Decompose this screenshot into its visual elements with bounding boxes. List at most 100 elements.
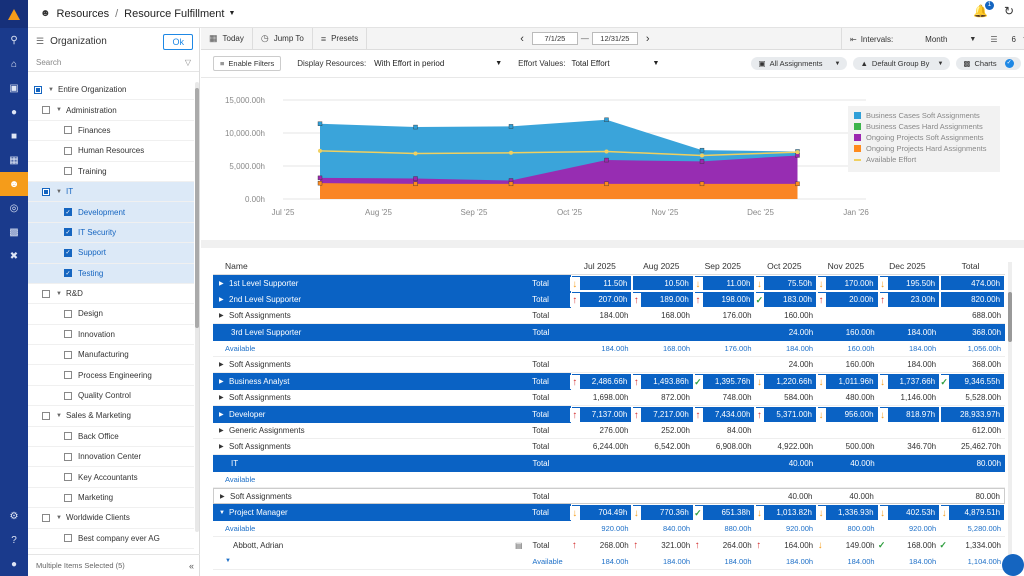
- cell-value[interactable]: [694, 472, 756, 487]
- cell-value[interactable]: 920.00h: [879, 521, 941, 536]
- cell-value[interactable]: ↑ 189.00h: [631, 291, 694, 308]
- cell-value[interactable]: [817, 423, 879, 438]
- table-row[interactable]: Abbott, Adrian ▤ Total ↑ 268.00h ↑ 321.00h ↑ 264…: [213, 537, 1005, 554]
- breadcrumb-current[interactable]: Resource Fulfillment: [124, 7, 225, 20]
- levels-select[interactable]: 6: [1011, 34, 1016, 44]
- cell-value[interactable]: ↓ 1,013.82h: [754, 504, 817, 521]
- cell-value[interactable]: [879, 455, 941, 471]
- tools-icon[interactable]: ✖: [9, 250, 19, 262]
- org-node[interactable]: ✓ Development: [28, 202, 194, 223]
- cell-value[interactable]: 346.70h: [879, 439, 941, 454]
- org-node[interactable]: Back Office: [28, 427, 194, 448]
- org-node-checkbox[interactable]: [64, 391, 72, 400]
- cell-value[interactable]: 10.50h: [632, 275, 694, 292]
- chevron-down-icon[interactable]: ▼: [969, 35, 977, 43]
- cell-value[interactable]: 584.00h: [756, 390, 818, 405]
- cell-value[interactable]: [571, 489, 632, 503]
- cell-value[interactable]: [879, 472, 941, 487]
- table-row[interactable]: ▶ Generic Assignments Total 276.00h 252.00h 8…: [213, 423, 1005, 439]
- cell-value[interactable]: ↓ 956.00h: [815, 406, 879, 423]
- folders-icon[interactable]: ▦: [9, 154, 19, 166]
- cell-value[interactable]: [756, 472, 818, 487]
- cell-value[interactable]: 160.00h: [817, 357, 879, 372]
- cell-value[interactable]: 368.00h: [940, 324, 1005, 340]
- org-node-checkbox[interactable]: [42, 289, 50, 298]
- org-node[interactable]: ▼ Entire Organization: [28, 80, 194, 101]
- org-node-checkbox[interactable]: [64, 146, 72, 155]
- org-node-checkbox[interactable]: [64, 371, 72, 380]
- cell-value[interactable]: 612.00h: [940, 423, 1005, 438]
- cell-value[interactable]: 84.00h: [694, 423, 756, 438]
- hierarchy-icon[interactable]: ☰: [990, 34, 998, 44]
- cell-value[interactable]: 184.00h: [571, 341, 633, 356]
- cell-value[interactable]: 40.00h: [817, 489, 878, 503]
- legend-item[interactable]: Ongoing Projects Soft Assignments: [854, 132, 994, 143]
- column-header[interactable]: Name: [225, 260, 248, 271]
- cell-value[interactable]: [571, 472, 633, 487]
- legend-item[interactable]: Business Cases Soft Assignments: [854, 110, 994, 121]
- cell-value[interactable]: ↓ 402.53h: [877, 504, 941, 521]
- cell-value[interactable]: ↓ 770.36h: [631, 504, 694, 521]
- refresh-icon[interactable]: ↻: [1003, 4, 1014, 18]
- expand-caret-icon[interactable]: ▼: [56, 188, 62, 195]
- expand-caret-icon[interactable]: ▼: [219, 509, 225, 516]
- chevron-down-icon[interactable]: ▼: [1022, 36, 1024, 43]
- cell-value[interactable]: 1,698.00h: [571, 390, 633, 405]
- cell-value[interactable]: 6,244.00h: [571, 439, 633, 454]
- org-node[interactable]: ▼ Sales & Marketing: [28, 406, 194, 427]
- cell-value[interactable]: 184.00h: [879, 341, 941, 356]
- cell-value[interactable]: ✓ 651.38h: [692, 504, 756, 521]
- org-node[interactable]: Marketing: [28, 488, 194, 509]
- org-node[interactable]: Process Engineering: [28, 365, 194, 386]
- column-header[interactable]: Total: [961, 260, 980, 271]
- org-node[interactable]: Human Resources: [28, 141, 194, 162]
- cell-value[interactable]: ↓ 170.00h: [815, 275, 879, 292]
- table-row[interactable]: ▶ Developer Total ↑ 7,137.00h ↑ 7,217.00h ↑ 7,43…: [213, 406, 1005, 423]
- chevron-down-icon[interactable]: ▼: [228, 10, 236, 17]
- org-node-checkbox[interactable]: [64, 330, 72, 339]
- cell-value[interactable]: [633, 472, 695, 487]
- expand-caret-icon[interactable]: ▶: [219, 379, 224, 386]
- cell-value[interactable]: ↓ 1,336.93h: [815, 504, 879, 521]
- cell-value[interactable]: [694, 455, 756, 471]
- org-node-checkbox[interactable]: [42, 106, 50, 115]
- cell-value[interactable]: 184.00h: [571, 554, 633, 569]
- cell-value[interactable]: 25,462.70h: [940, 439, 1005, 454]
- cell-value[interactable]: 160.00h: [817, 341, 879, 356]
- expand-caret-icon[interactable]: ▶: [219, 394, 224, 401]
- settings-icon[interactable]: ⚙: [9, 510, 19, 522]
- legend-item[interactable]: Ongoing Projects Hard Assignments: [854, 143, 994, 154]
- cell-value[interactable]: 184.00h: [571, 308, 633, 323]
- org-node-checkbox[interactable]: [64, 473, 72, 482]
- prev-period-icon[interactable]: ‹: [520, 32, 524, 45]
- cell-value[interactable]: [571, 324, 633, 340]
- cell-value[interactable]: 368.00h: [940, 357, 1005, 372]
- org-node-checkbox[interactable]: ✓: [64, 228, 72, 237]
- expand-caret-icon[interactable]: ▶: [219, 297, 224, 304]
- expand-caret-icon[interactable]: ▼: [56, 290, 62, 297]
- cell-value[interactable]: ↓ 1,737.66h: [877, 373, 941, 390]
- cell-value[interactable]: [633, 455, 695, 471]
- column-header[interactable]: Dec 2025: [889, 260, 926, 271]
- cell-value[interactable]: ↑ 23.00h: [877, 291, 941, 308]
- cell-value[interactable]: 6,908.00h: [694, 439, 756, 454]
- org-node-checkbox[interactable]: ✓: [64, 248, 72, 257]
- cell-value[interactable]: 184.00h: [756, 341, 818, 356]
- expand-caret-icon[interactable]: ▼: [48, 86, 54, 93]
- cell-value[interactable]: ↑ 2,486.66h: [569, 373, 633, 390]
- cell-value[interactable]: ✓ 1,334.00h: [939, 537, 1005, 553]
- display-resources-select[interactable]: With Effort in period ▼: [374, 59, 502, 68]
- column-header[interactable]: Aug 2025: [643, 260, 680, 271]
- cell-value[interactable]: ↑ 7,137.00h: [569, 406, 633, 423]
- target-icon[interactable]: ◎: [9, 202, 19, 214]
- details-icon[interactable]: ▤: [514, 540, 523, 550]
- table-row[interactable]: ▶ Soft Assignments Total 1,698.00h 872.00h 74…: [213, 390, 1005, 407]
- cell-value[interactable]: ✓ 168.00h: [878, 537, 940, 553]
- column-header[interactable]: Sep 2025: [704, 260, 742, 271]
- cell-value[interactable]: 184.00h: [879, 324, 941, 340]
- org-node-checkbox[interactable]: [42, 411, 50, 420]
- org-node[interactable]: Innovation Center: [28, 447, 194, 468]
- org-node-checkbox[interactable]: [64, 309, 72, 318]
- expand-caret-icon[interactable]: ▶: [219, 280, 224, 287]
- org-node[interactable]: Innovation: [28, 325, 194, 346]
